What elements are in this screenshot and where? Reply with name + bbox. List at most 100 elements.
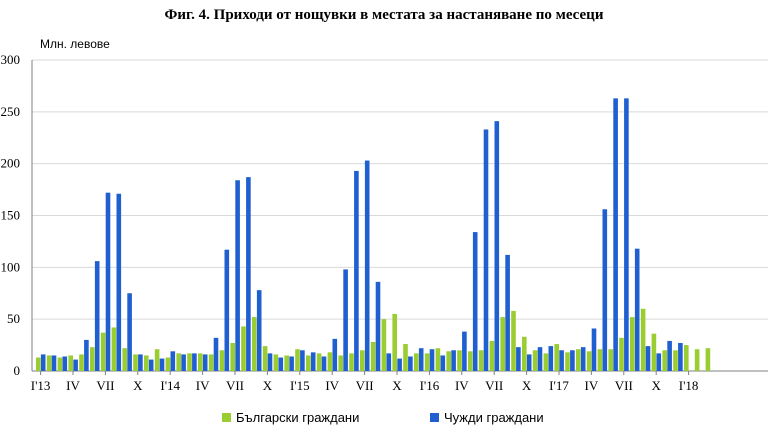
bar-bulgarian xyxy=(133,354,138,371)
bar-bulgarian xyxy=(338,355,343,371)
x-tick-label: VII xyxy=(96,378,114,393)
x-tick-label: IV xyxy=(196,378,210,393)
bar-bulgarian xyxy=(46,355,52,371)
x-tick-label: I'15 xyxy=(290,378,310,393)
bar-foreign xyxy=(159,358,165,371)
y-tick-label: 50 xyxy=(7,311,20,326)
bar-foreign xyxy=(667,340,672,371)
bar-bulgarian xyxy=(122,348,127,371)
bar-bulgarian xyxy=(532,350,538,371)
bar-bulgarian xyxy=(90,347,95,371)
bar-bulgarian xyxy=(435,348,441,371)
bar-bulgarian xyxy=(252,317,257,371)
bar-bulgarian xyxy=(565,352,570,371)
bar-foreign xyxy=(116,193,122,371)
legend-swatch-foreign xyxy=(430,413,439,422)
bar-bulgarian xyxy=(284,355,289,371)
bar-foreign xyxy=(678,343,683,371)
bar-foreign xyxy=(548,346,554,371)
bar-bulgarian xyxy=(100,332,106,371)
y-tick-label: 300 xyxy=(1,52,21,67)
x-tick-label: I'18 xyxy=(679,378,699,393)
bar-bulgarian xyxy=(403,344,408,371)
bar-foreign xyxy=(462,331,467,371)
bar-bulgarian xyxy=(306,355,311,371)
bar-bulgarian xyxy=(198,353,203,371)
bar-foreign xyxy=(181,354,186,371)
bar-foreign xyxy=(343,269,348,371)
bar-bulgarian xyxy=(68,355,73,371)
bar-foreign xyxy=(494,121,500,371)
bar-bulgarian xyxy=(630,317,635,371)
bar-bulgarian xyxy=(144,355,149,371)
legend-swatch-bulgarian xyxy=(222,413,231,422)
bar-bulgarian xyxy=(241,326,246,371)
chart-title: Фиг. 4. Приходи от нощувки в местата за … xyxy=(164,7,604,23)
bar-bulgarian xyxy=(208,354,214,371)
x-tick-label: IV xyxy=(66,378,80,393)
bar-bulgarian xyxy=(230,343,235,371)
bar-bulgarian xyxy=(684,345,689,371)
bar-foreign xyxy=(397,358,402,371)
x-tick-label: VII xyxy=(226,378,244,393)
bar-bulgarian xyxy=(694,349,700,371)
bar-bulgarian xyxy=(424,353,430,371)
x-tick-label: IV xyxy=(455,378,469,393)
bar-bulgarian xyxy=(414,353,419,371)
bar-foreign xyxy=(429,349,435,371)
bars xyxy=(36,98,711,372)
bar-foreign xyxy=(192,353,197,371)
bar-foreign xyxy=(310,352,316,371)
x-tick-label: VII xyxy=(615,378,633,393)
bar-foreign xyxy=(235,180,240,371)
bar-bulgarian xyxy=(651,333,657,371)
bar-foreign xyxy=(472,232,478,371)
legend-label-bulgarian: Български граждани xyxy=(236,410,360,425)
bar-bulgarian xyxy=(457,350,462,371)
bar-foreign xyxy=(278,357,284,371)
y-tick-label: 150 xyxy=(1,208,21,223)
bar-foreign xyxy=(256,290,262,371)
bar-bulgarian xyxy=(327,352,333,371)
bar-foreign xyxy=(170,351,176,371)
bar-bulgarian xyxy=(349,353,354,371)
bar-bulgarian xyxy=(295,349,300,371)
bar-foreign xyxy=(73,359,78,371)
bar-bulgarian xyxy=(165,357,171,371)
bar-bulgarian xyxy=(597,349,603,371)
bar-bulgarian xyxy=(187,353,192,371)
y-tick-label: 100 xyxy=(1,259,21,274)
x-tick-label: IV xyxy=(585,378,599,393)
bar-bulgarian xyxy=(468,351,473,371)
bar-bulgarian xyxy=(705,348,711,371)
bar-bulgarian xyxy=(219,350,225,371)
bar-foreign xyxy=(105,192,111,371)
bar-foreign xyxy=(246,177,251,371)
bar-bulgarian xyxy=(662,350,667,371)
bar-foreign xyxy=(84,339,89,371)
bar-bulgarian xyxy=(608,349,613,371)
x-tick-label: IV xyxy=(325,378,339,393)
bar-foreign xyxy=(354,170,359,371)
bar-bulgarian xyxy=(262,346,268,371)
bar-bulgarian xyxy=(586,351,592,371)
x-tick-label: I'17 xyxy=(549,378,569,393)
bar-foreign xyxy=(289,356,294,371)
y-tick-label: 200 xyxy=(1,156,21,171)
bar-foreign xyxy=(127,293,132,371)
bar-foreign xyxy=(332,338,338,371)
bar-foreign xyxy=(591,328,597,371)
bar-foreign xyxy=(451,350,456,371)
bar-foreign xyxy=(40,354,46,371)
x-tick-label: X xyxy=(392,378,402,393)
bar-bulgarian xyxy=(554,344,559,371)
bar-foreign xyxy=(570,350,575,371)
bar-foreign xyxy=(62,356,68,371)
x-tick-label: X xyxy=(263,378,273,393)
bar-bulgarian xyxy=(381,319,387,371)
y-axis-unit-label: Млн. левове xyxy=(40,37,110,51)
bar-bulgarian xyxy=(500,317,505,371)
bar-foreign xyxy=(138,354,143,371)
x-tick-label: X xyxy=(133,378,143,393)
